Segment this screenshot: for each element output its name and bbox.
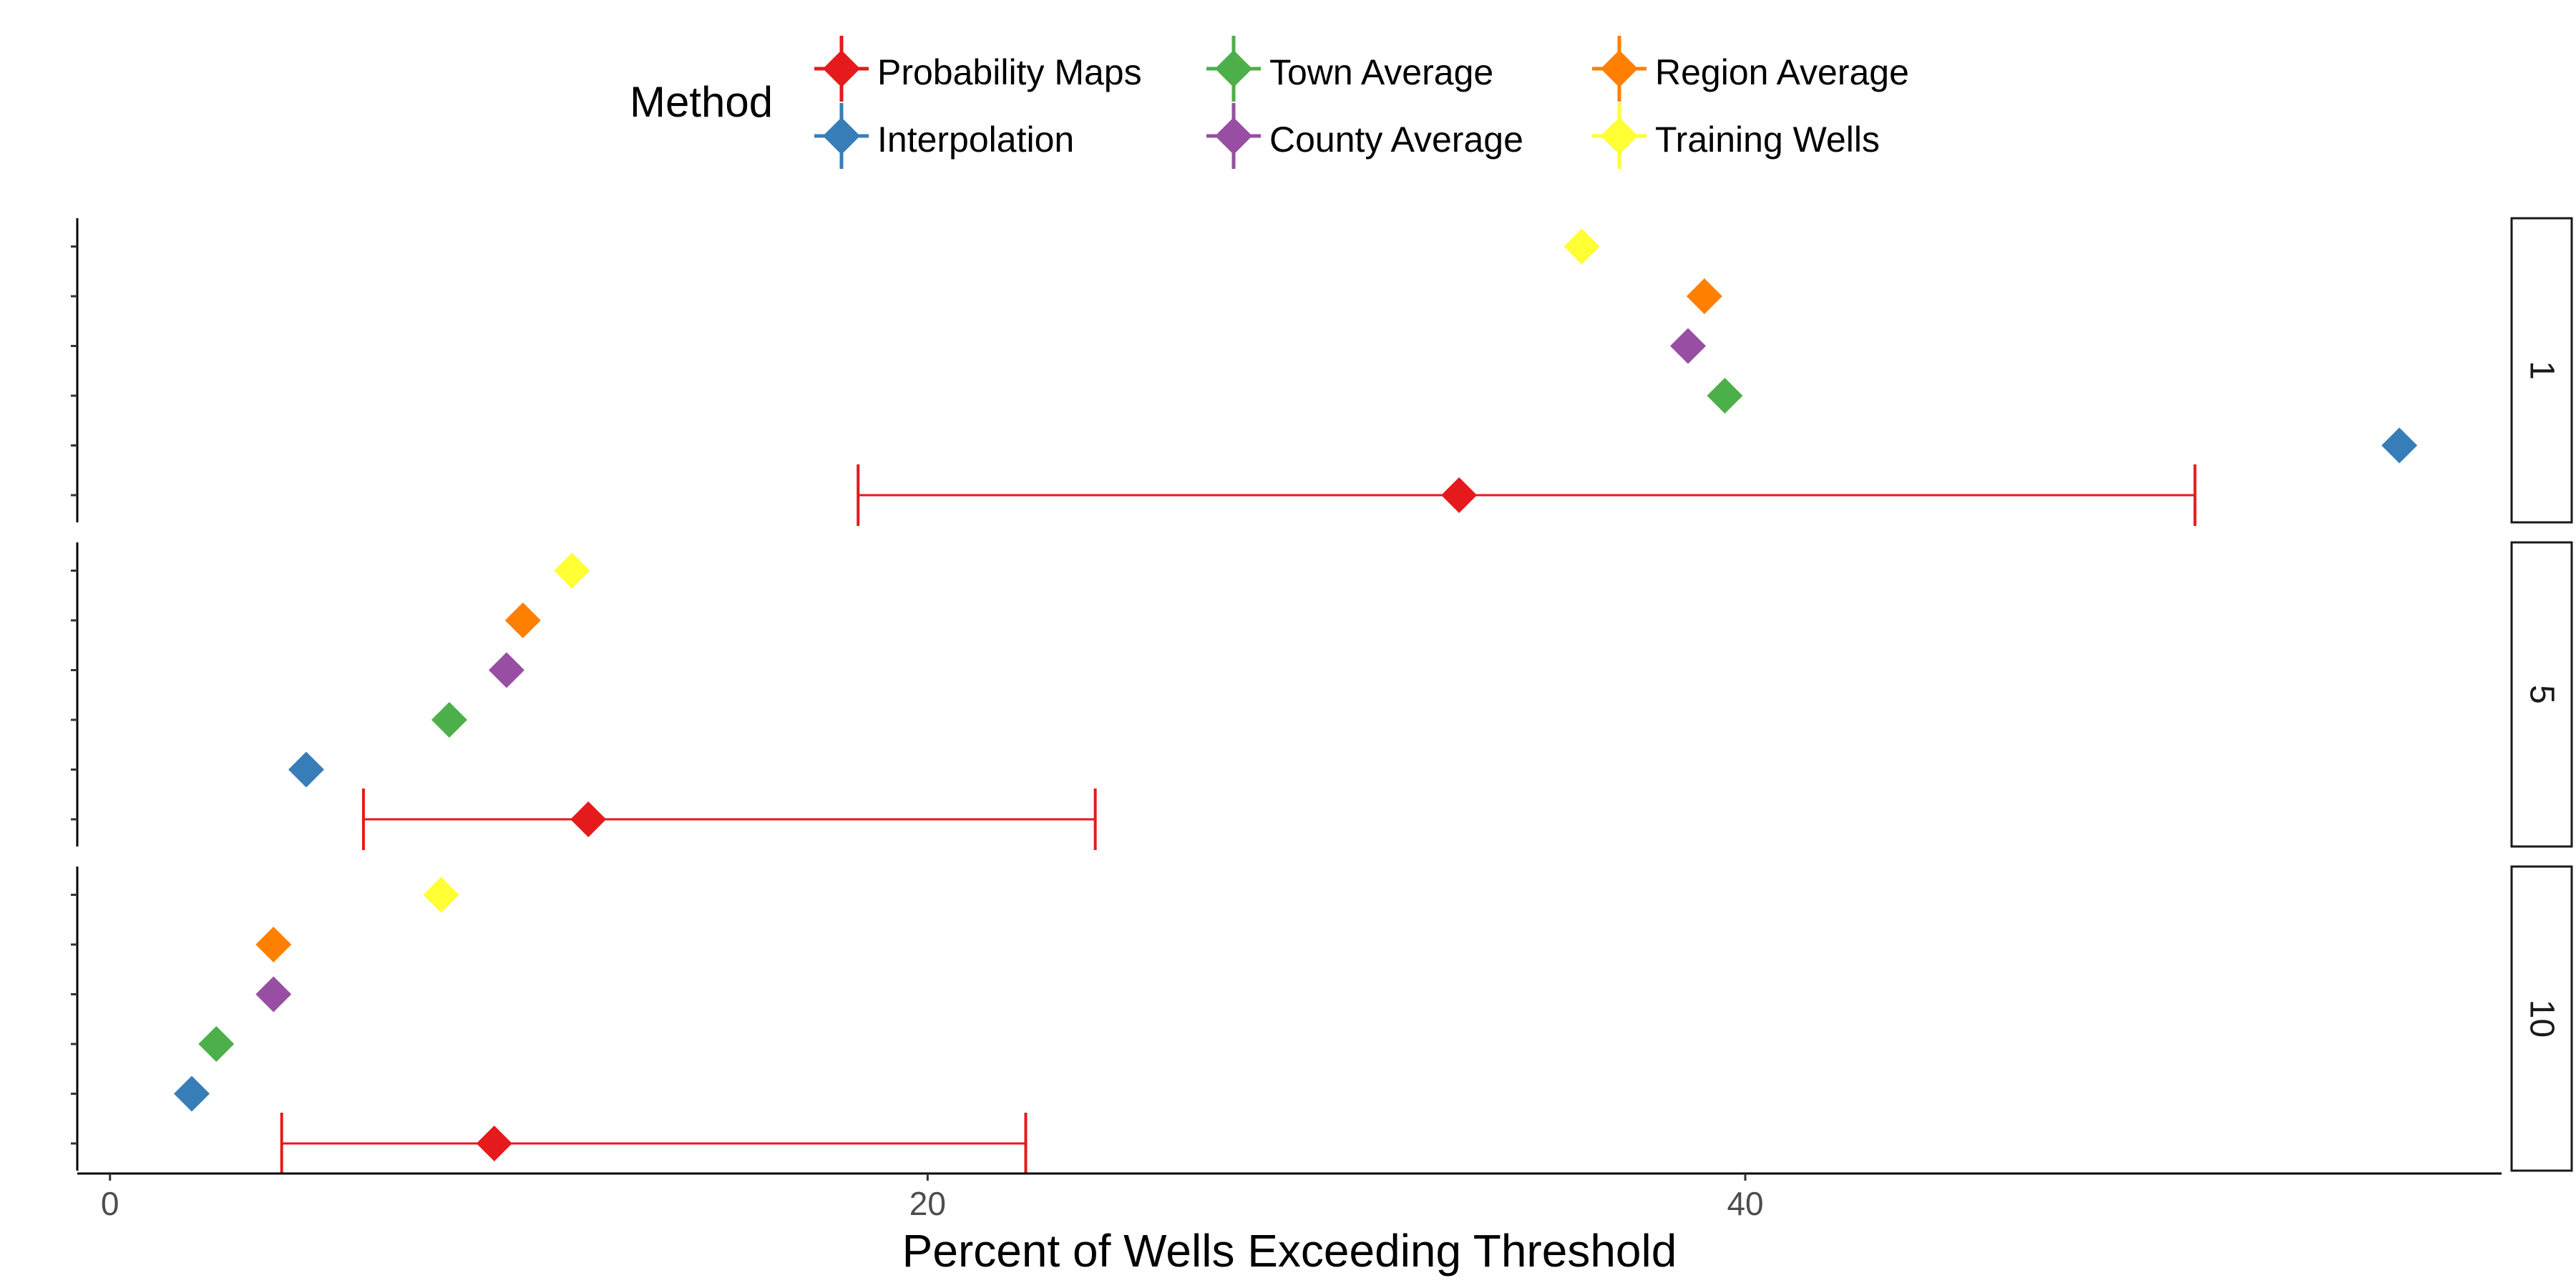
point-training-wells [1563,228,1600,265]
point-probability-maps [570,801,607,837]
diamond-errorbar-icon [814,103,869,169]
point-training-wells [423,877,459,913]
point-probability-maps [1441,477,1478,513]
diamond-errorbar-icon [1206,103,1261,169]
point-region-average [1686,278,1722,314]
point-county-average [488,652,525,688]
legend-label: Interpolation [877,119,1075,160]
diamond-errorbar-icon [1592,103,1646,169]
point-town-average [1707,378,1743,414]
facet-label: 1 [2523,361,2561,380]
point-probability-maps [476,1126,512,1161]
point-interpolation [288,751,324,788]
x-tick-label: 0 [101,1185,119,1222]
point-interpolation [173,1075,210,1112]
diamond-errorbar-icon [1592,36,1646,102]
legend-label: Region Average [1655,52,1909,92]
point-interpolation [2381,427,2418,464]
legend-label: Town Average [1269,52,1494,92]
point-town-average [198,1026,235,1062]
x-tick-label: 40 [1727,1185,1763,1222]
facet-strip [2510,217,2573,524]
legend-title: Method [630,78,774,126]
x-axis-title: Percent of Wells Exceeding Threshold [902,1225,1677,1277]
facet-label: 5 [2523,685,2561,704]
point-county-average [1670,328,1707,364]
point-training-wells [554,552,590,589]
legend-label: Training Wells [1655,119,1880,160]
facet-strip [2510,865,2573,1172]
point-county-average [255,976,292,1013]
facet-label: 10 [2523,1000,2561,1038]
diamond-errorbar-icon [1206,36,1261,102]
point-town-average [431,702,467,738]
facet-strip [2510,541,2573,848]
legend-label: Probability Maps [877,52,1142,92]
diamond-errorbar-icon [814,36,869,102]
x-tick-label: 20 [909,1185,946,1222]
legend-label: County Average [1269,119,1523,160]
point-region-average [255,927,292,962]
point-region-average [504,602,541,638]
